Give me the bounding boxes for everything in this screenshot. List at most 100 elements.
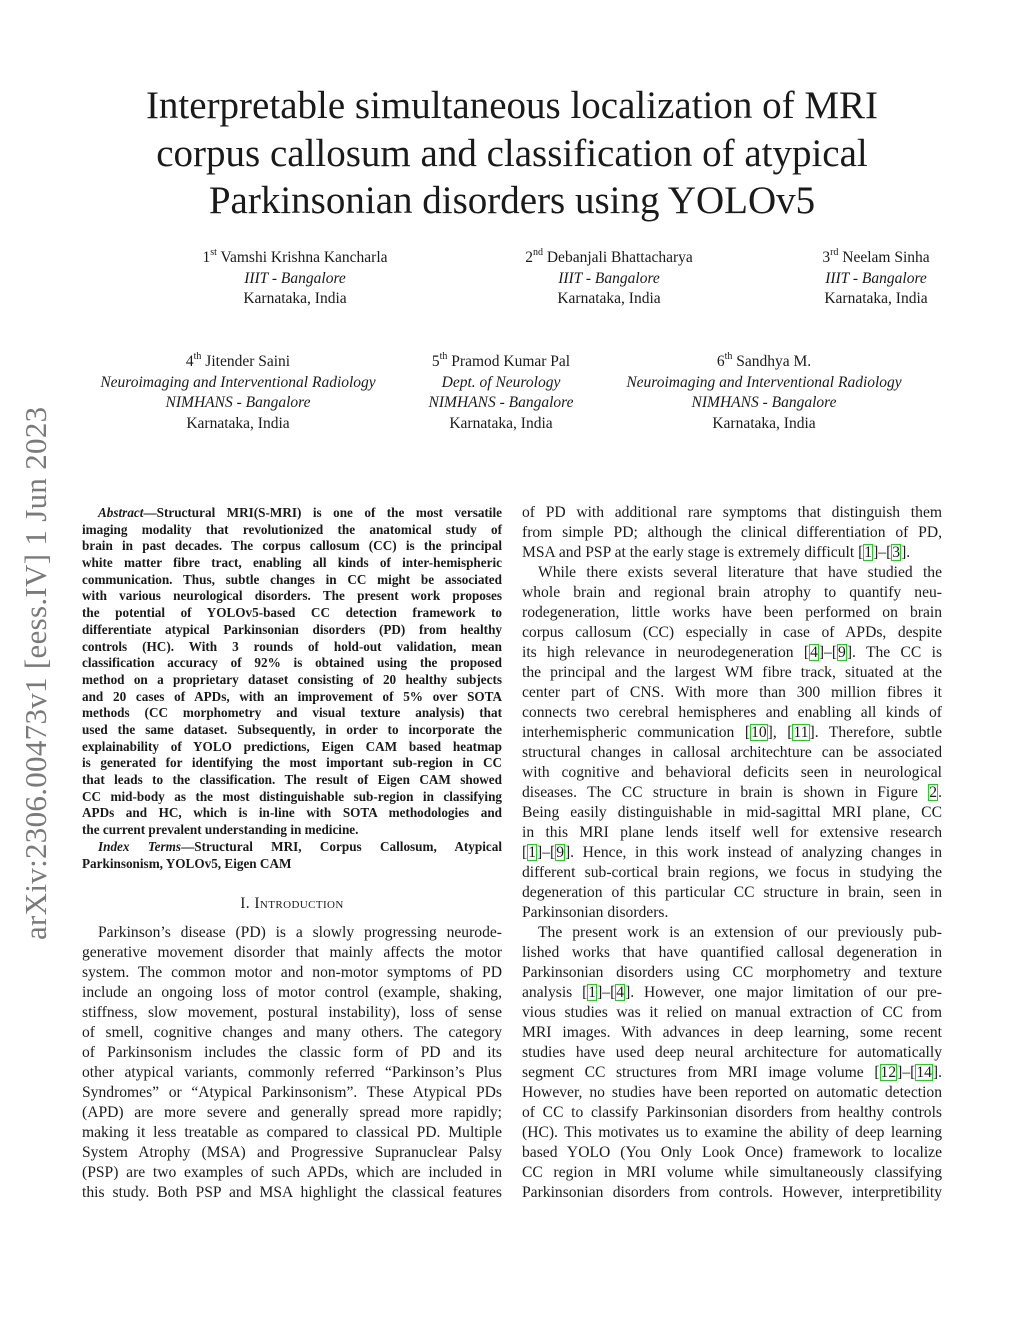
text-line: generative movement disorder that mainly… [82, 944, 502, 961]
text-line: based YOLO (You Only Look Once) framewor… [522, 1144, 942, 1161]
text-line: of smell, cognitive changes and many oth… [82, 1024, 502, 1041]
text-line: other atypical variants, commonly referr… [82, 1064, 502, 1081]
text-line: center part of CNS. With more than 300 m… [522, 684, 942, 701]
text-line: APDs and HC, which is in-line with SOTA … [82, 805, 502, 821]
citation-link[interactable]: 12 [879, 1064, 898, 1081]
author-5: 5th Pramod Kumar Pal Dept. of Neurology … [429, 352, 574, 434]
text-line: methods (CC morphometry and visual textu… [82, 705, 502, 721]
left-column-body: Parkinson’s disease (PD) is a slowly pro… [82, 923, 502, 1203]
author-affiliation: NIMHANS - Bangalore [428, 394, 574, 411]
author-6: 6th Sandhya M. Neuroimaging and Interven… [626, 352, 901, 434]
text-line: [1]–[9]. Hence, in this work instead of … [522, 844, 942, 861]
author-name: Neelam Sinha [842, 249, 930, 266]
author-order-suffix: nd [532, 247, 543, 258]
text-line: vious studies was it relied on manual ex… [522, 1004, 942, 1021]
author-order: 4 [185, 353, 194, 370]
text-line: Index Terms—Structural MRI, Corpus Callo… [98, 839, 503, 854]
text-line: However, no studies have been reported o… [522, 1084, 942, 1101]
author-affiliation: IIIT - Bangalore [825, 269, 927, 287]
author-order-suffix: th [193, 351, 202, 362]
text-line: the current prevalent understanding in m… [82, 822, 359, 838]
author-affiliation: Neuroimaging and Interventional Radiolog… [626, 373, 902, 391]
text-line: corpus callosum (CC) especially in case … [522, 624, 942, 641]
citation-link[interactable]: 10 [750, 724, 768, 741]
author-name: Jitender Saini [205, 353, 291, 370]
author-name: Sandhya M. [736, 353, 812, 370]
text-line: the principal and the largest WM fibre t… [522, 664, 942, 681]
text-line: Parkinsonism, YOLOv5, Eigen CAM [82, 855, 292, 871]
text-line: used the same dataset. Subsequently, in … [82, 721, 502, 737]
text-line: this study. Both PSP and MSA highlight t… [82, 1184, 502, 1201]
author-order-suffix: th [439, 351, 448, 362]
text-line: interhemispheric communication [10], [11… [522, 724, 942, 741]
author-affiliation: Neuroimaging and Interventional Radiolog… [100, 373, 376, 391]
text-line: Abstract—Structural MRI(S-MRI) is one of… [98, 505, 502, 520]
text-line: in this MRI plane lends itself well for … [522, 824, 942, 841]
text-line: Parkinsonian disorders using CC morphome… [522, 964, 942, 981]
author-location: Karnataka, India [712, 414, 816, 432]
text-line: Syndromes” or “Atypical Parkinsonism”. T… [82, 1084, 502, 1101]
text-line: stiffness, slow movement, postural insta… [82, 1004, 502, 1021]
citation-link[interactable]: 11 [792, 724, 810, 741]
text-line: Parkinson’s disease (PD) is a slowly pro… [98, 924, 502, 941]
text-line: of CC to classify Parkinsonian disorders… [522, 1104, 942, 1121]
author-affiliation: NIMHANS - Bangalore [165, 394, 311, 411]
citation-link[interactable]: 1 [527, 844, 537, 861]
text-line: of Parkinsonism includes the classic for… [82, 1044, 502, 1061]
text-line: degeneration of this particular CC struc… [522, 884, 942, 901]
text-line: rodegeneration, little works have been p… [522, 604, 942, 621]
citation-link[interactable]: 4 [615, 984, 626, 1001]
title-line: Interpretable simultaneous localization … [145, 84, 879, 127]
text-line: include an ongoing loss of motor control… [82, 984, 502, 1001]
author-affiliation: NIMHANS - Bangalore [691, 394, 837, 411]
text-line: connects two cerebral hemispheres and en… [522, 704, 942, 721]
text-line: and 20 cases of APDs, with an improvemen… [82, 688, 502, 704]
citation-link[interactable]: 14 [915, 1064, 933, 1081]
author-location: Karnataka, India [557, 290, 661, 307]
author-2: 2nd Debanjali Bhattacharya IIIT - Bangal… [525, 248, 693, 310]
figure-link[interactable]: 2 [928, 784, 939, 801]
index-terms: Index Terms—Structural MRI, Corpus Callo… [82, 839, 502, 872]
right-column-body: of PD with additional rare symptoms that… [522, 503, 942, 1203]
author-name: Pramod Kumar Pal [451, 353, 571, 370]
citation-link[interactable]: 9 [837, 644, 847, 661]
citation-link[interactable]: 9 [555, 844, 565, 861]
text-line: that leads to the classification. The re… [82, 772, 502, 787]
text-line: system. The common motor and non-motor s… [82, 964, 502, 981]
author-name: Vamshi Krishna Kancharla [220, 249, 388, 266]
text-line: explainability of YOLO predictions, Eige… [82, 738, 502, 754]
text-line: System Atrophy (MSA) and Progressive Sup… [82, 1144, 502, 1161]
citation-link[interactable]: 1 [587, 984, 598, 1001]
text-line: segment CC structures from MRI image vol… [522, 1064, 942, 1081]
text-line: While there exists several literature th… [538, 564, 942, 581]
author-location: Karnataka, India [186, 414, 290, 432]
text-line: lished works that have quantified callos… [522, 944, 942, 961]
text-line: (HC). This motivates us to examine the a… [522, 1124, 942, 1141]
text-line: Parkinsonian disorders. [522, 904, 669, 921]
citation-link[interactable]: 3 [891, 544, 902, 561]
text-line: whole brain and regional brain atrophy t… [522, 584, 942, 601]
text-line: with cognitive and behavioral deficits s… [522, 764, 942, 781]
text-line: imaging modality that revolutionized the… [82, 521, 502, 537]
text-line: from simple PD; although the clinical di… [522, 524, 942, 541]
author-order: 1 [202, 249, 211, 266]
text-line: brain in past decades. The corpus callos… [82, 538, 502, 554]
text-line: The present work is an extension of our … [538, 924, 942, 941]
author-location: Karnataka, India [243, 290, 347, 307]
section-heading: I. Introduction [240, 895, 344, 912]
author-order: 5 [431, 353, 440, 370]
text-line: with various neurological disorders. The… [82, 588, 502, 604]
citation-link[interactable]: 1 [863, 544, 874, 561]
author-order: 2 [525, 249, 533, 266]
author-4: 4th Jitender Saini Neuroimaging and Inte… [100, 352, 375, 434]
text-line: the potential of YOLOv5-based CC detecti… [82, 605, 502, 621]
text-line: communication. Thus, subtle changes in C… [82, 571, 502, 587]
author-order-suffix: st [210, 247, 217, 258]
author-order-suffix: rd [830, 247, 839, 258]
arxiv-stamp: arXiv:2306.00473v1 [eess.IV] 1 Jun 2023 [18, 406, 53, 940]
text-line: studies have used deep neural architectu… [522, 1044, 942, 1061]
text-line: (PSP) are two examples of such APDs, whi… [82, 1164, 502, 1181]
citation-link[interactable]: 4 [809, 644, 819, 661]
author-order: 6 [716, 353, 725, 370]
